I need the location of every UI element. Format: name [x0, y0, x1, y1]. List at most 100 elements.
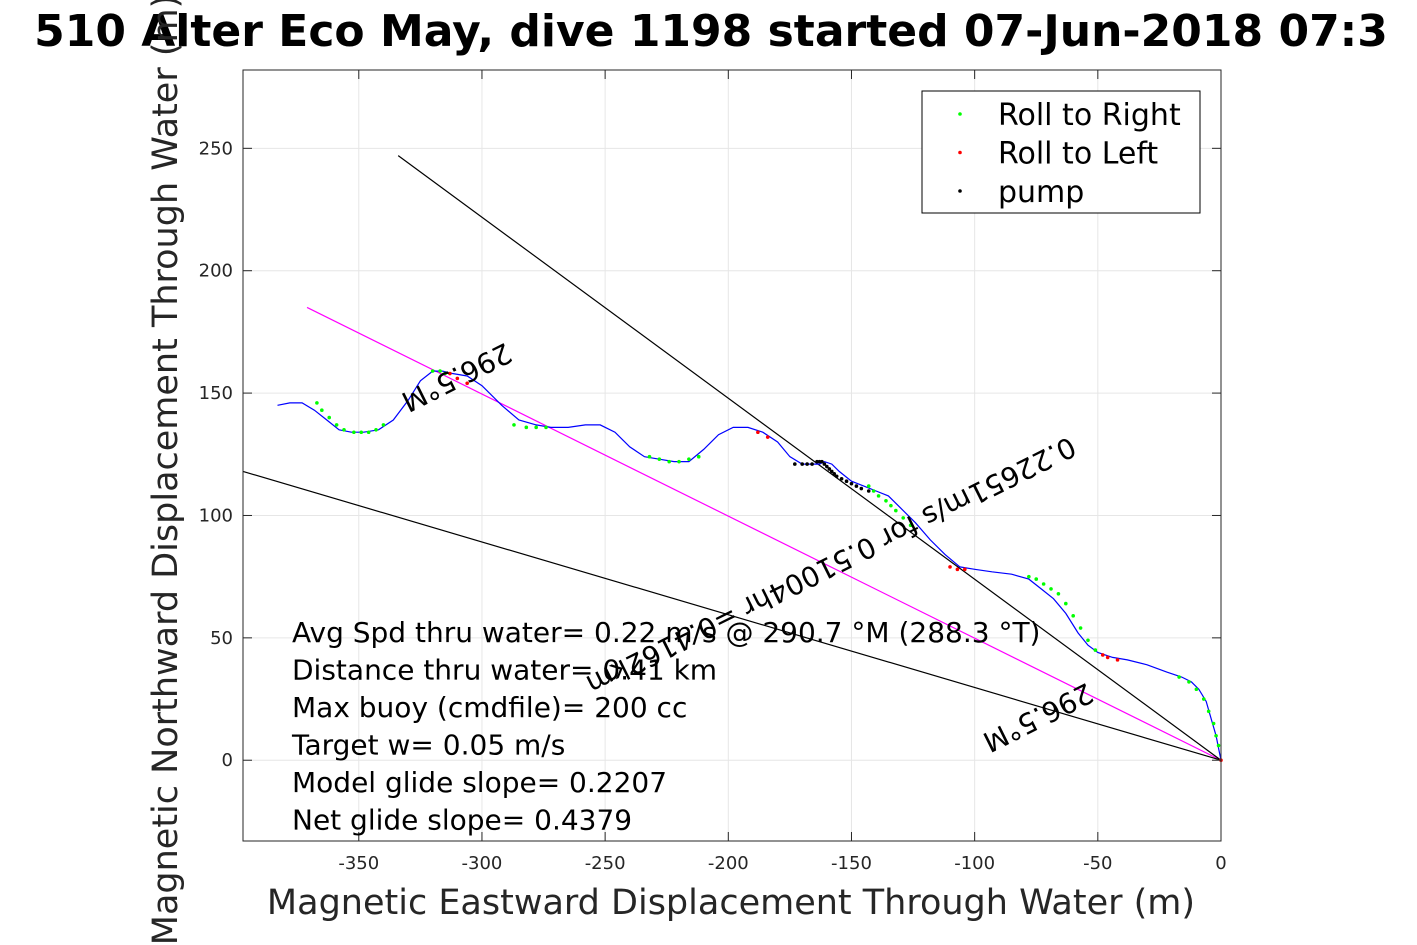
- roll-right-point: [901, 516, 906, 520]
- roll-right-point: [524, 425, 529, 430]
- stats-box: Avg Spd thru water= 0.22 m/s @ 290.7 °M …: [291, 616, 1040, 837]
- roll-left-point: [455, 376, 460, 381]
- pump-point: [866, 489, 871, 493]
- roll-right-point: [327, 415, 332, 420]
- pump-point: [839, 476, 844, 481]
- roll-left-point: [465, 381, 469, 386]
- legend-box: [921, 90, 1201, 214]
- x-tick-label: -100: [954, 853, 995, 874]
- pump-point: [844, 479, 849, 484]
- roll-right-point: [677, 459, 681, 464]
- roll-right-point: [1056, 591, 1061, 596]
- roll-right-point: [687, 457, 691, 461]
- pump-point: [829, 469, 834, 474]
- y-tick-label: 150: [199, 383, 233, 404]
- pump-point: [849, 481, 854, 486]
- roll-left-point: [756, 430, 760, 435]
- roll-right-point: [1041, 582, 1046, 586]
- roll-right-point: [696, 454, 701, 459]
- y-tick-label: 200: [199, 261, 233, 282]
- roll-left-point: [765, 435, 770, 439]
- reference-line-1: [306, 306, 1222, 761]
- legend-marker: [958, 189, 962, 193]
- roll-right-point: [342, 428, 346, 432]
- reference-line-3: [242, 470, 1222, 761]
- reference-line-2: [397, 155, 1222, 761]
- stat-line: Model glide slope= 0.2207: [292, 766, 667, 799]
- roll-right-point: [1211, 721, 1216, 726]
- roll-left-point: [955, 567, 960, 572]
- x-tick-label: -350: [338, 853, 379, 874]
- y-tick-label: 50: [210, 628, 233, 649]
- y-tick-label: 100: [199, 505, 233, 526]
- roll-left-point: [962, 567, 967, 572]
- roll-right-point: [1027, 574, 1031, 579]
- roll-right-point: [1086, 638, 1090, 643]
- roll-right-point: [430, 369, 435, 373]
- roll-right-point: [889, 503, 893, 508]
- stat-line: Max buoy (cmdfile)= 200 cc: [292, 691, 687, 724]
- stat-line: Target w= 0.05 m/s: [291, 729, 565, 762]
- x-tick-label: -50: [1083, 853, 1112, 874]
- roll-right-point: [876, 494, 881, 498]
- roll-right-point: [1034, 577, 1039, 581]
- pump-point: [815, 459, 819, 464]
- roll-right-point: [1206, 709, 1211, 714]
- roll-right-point: [1194, 687, 1199, 692]
- roll-left-point: [448, 371, 452, 376]
- pump-point: [854, 484, 859, 488]
- roll-right-point: [1187, 680, 1191, 684]
- pump-point: [805, 462, 809, 466]
- x-tick-label: 0: [1215, 853, 1226, 874]
- roll-right-point: [1177, 675, 1181, 679]
- line-annotation: 296.5°M: [396, 336, 517, 418]
- x-tick-label: -250: [585, 853, 626, 874]
- roll-right-point: [366, 430, 371, 435]
- roll-right-point: [1078, 626, 1083, 630]
- roll-right-point: [438, 369, 442, 373]
- y-tick-label: 250: [199, 138, 233, 159]
- roll-right-point: [544, 425, 548, 430]
- y-tick-label: 0: [222, 750, 233, 771]
- roll-left-point: [1100, 653, 1105, 657]
- chart-title: 510 Alter Eco May, dive 1198 started 07-…: [34, 6, 1388, 57]
- roll-right-point: [866, 484, 871, 488]
- stat-line: Net glide slope= 0.4379: [292, 804, 632, 837]
- roll-right-point: [352, 430, 356, 435]
- roll-right-point: [1071, 614, 1075, 618]
- x-tick-label: -200: [708, 853, 749, 874]
- roll-right-point: [1201, 697, 1206, 701]
- roll-right-point: [512, 423, 516, 427]
- roll-right-point: [1214, 733, 1218, 738]
- roll-right-point: [381, 423, 386, 427]
- legend-marker: [958, 150, 962, 155]
- pump-point: [810, 462, 814, 466]
- roll-right-point: [647, 454, 652, 459]
- pump-point: [825, 464, 829, 469]
- pump-point: [834, 474, 839, 479]
- stat-line: Distance thru water= 0.41 km: [292, 654, 717, 687]
- pump-point: [832, 472, 837, 476]
- stat-line: Avg Spd thru water= 0.22 m/s @ 290.7 °M …: [292, 616, 1040, 649]
- legend-label: Roll to Right: [998, 98, 1181, 133]
- roll-left-point: [1105, 655, 1110, 660]
- roll-right-point: [1064, 601, 1068, 606]
- legend-marker: [958, 112, 962, 116]
- pump-point: [793, 462, 797, 466]
- pump-point: [827, 467, 832, 471]
- roll-left-point: [948, 565, 952, 569]
- roll-right-point: [1216, 743, 1221, 748]
- line-annotation: 296.5°M: [978, 676, 1099, 758]
- x-axis-label: Magnetic Eastward Displacement Through W…: [267, 883, 1195, 923]
- roll-right-point: [359, 430, 364, 435]
- roll-right-point: [534, 425, 538, 430]
- roll-right-point: [334, 423, 339, 427]
- y-axis-label: Magnetic Northward Displacement Through …: [146, 0, 186, 945]
- roll-right-point: [908, 523, 913, 528]
- roll-right-point: [667, 459, 671, 464]
- legend-label: pump: [998, 175, 1084, 210]
- roll-right-point: [443, 371, 447, 376]
- roll-right-point: [374, 428, 378, 432]
- roll-right-point: [884, 498, 888, 503]
